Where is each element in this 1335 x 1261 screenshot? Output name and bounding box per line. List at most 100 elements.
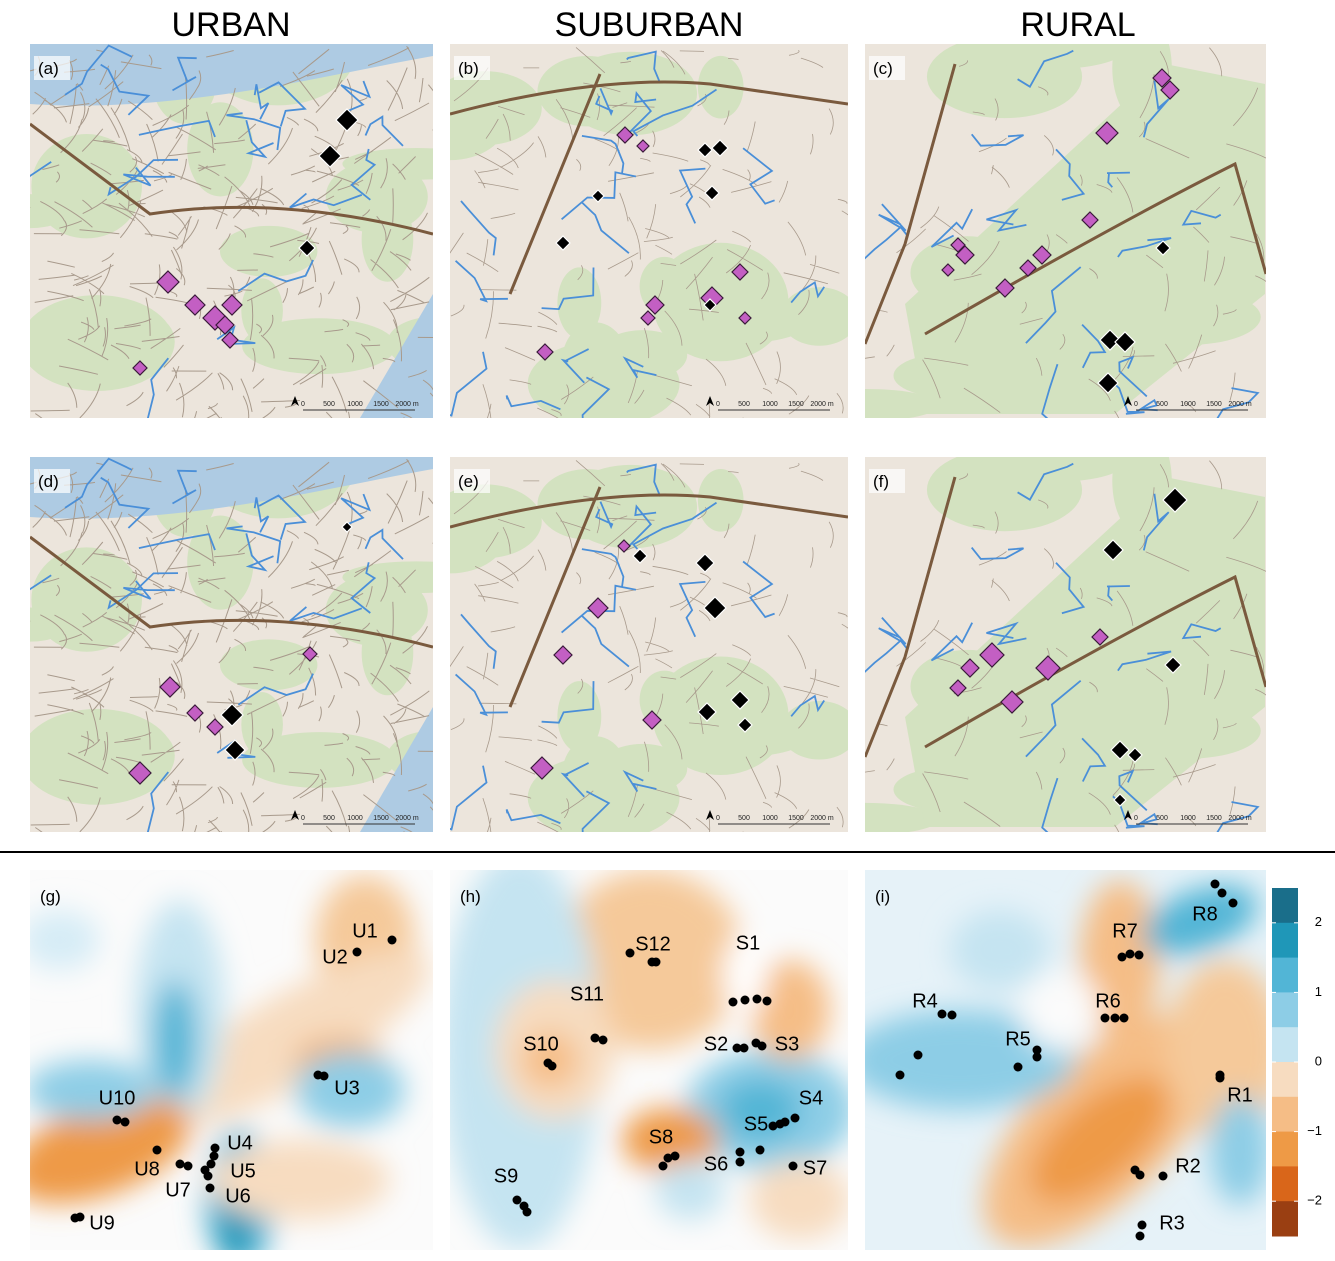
highway [450, 73, 848, 295]
highway [30, 535, 433, 649]
site-marker-magenta [941, 263, 955, 277]
site-marker-magenta [186, 704, 204, 722]
park [187, 515, 254, 610]
scale-label: 2000 m [1228, 815, 1252, 822]
colorbar-band [1272, 1166, 1298, 1202]
site-label: R2 [1175, 1155, 1201, 1177]
site-marker-black [632, 548, 648, 564]
site-label: S5 [744, 1113, 768, 1135]
site-marker-magenta [215, 315, 235, 335]
map-panel: (a) 0 500 1000 1500 2000 m [30, 44, 433, 418]
site-dot [1135, 1170, 1145, 1180]
site-marker-magenta [128, 761, 152, 785]
site-dot [175, 1159, 185, 1169]
panel-label: (i) [875, 887, 890, 906]
site-dot [768, 1121, 778, 1131]
water [360, 707, 433, 832]
site-dot [152, 1145, 162, 1155]
site-marker-magenta [642, 710, 662, 730]
site-label: S3 [775, 1033, 799, 1055]
site-marker-magenta [640, 310, 656, 326]
park [30, 708, 175, 805]
panel-label-bg [454, 469, 490, 493]
scale-label: 1500 [1206, 401, 1222, 408]
site-dot [1100, 1013, 1110, 1023]
scale-label: 1500 [788, 401, 804, 408]
park [980, 44, 1123, 70]
contour-panel: (i) R8 R7 R6 R4 R5 R1 R2 R3 [865, 870, 1266, 1250]
contour-region [750, 1160, 848, 1240]
site-marker-black [224, 739, 246, 761]
site-label: S10 [523, 1033, 559, 1055]
site-dot [1135, 1231, 1145, 1241]
column-header: SUBURBAN [555, 6, 744, 44]
map-panel: (d) 0 500 1000 1500 2000 m [30, 457, 433, 832]
site-marker-magenta [1081, 211, 1099, 229]
scale-label: 2000 m [1228, 401, 1252, 408]
site-marker-black [737, 717, 753, 733]
site-marker-magenta [1032, 245, 1052, 265]
panel-label-bg [869, 469, 905, 493]
site-marker-magenta [206, 718, 224, 736]
site-dot [206, 1159, 216, 1169]
site-marker-magenta [302, 646, 318, 662]
colorbar-band [1272, 1201, 1298, 1237]
site-marker-black [1099, 329, 1121, 351]
colorbar-tick-label: 0 [1315, 1053, 1322, 1068]
site-dot [651, 957, 661, 967]
highway [30, 122, 433, 236]
streams [865, 462, 1260, 832]
site-marker-magenta [955, 245, 975, 265]
scale-label: 2000 m [810, 401, 834, 408]
panel-label: (c) [873, 59, 893, 78]
park [557, 681, 602, 753]
scale-label: 500 [1156, 401, 1168, 408]
panel-label: (e) [458, 472, 479, 491]
colorbar-band [1272, 922, 1298, 959]
park [697, 468, 744, 532]
site-dot [387, 935, 397, 945]
site-marker-magenta [950, 237, 966, 253]
panel-label: (g) [40, 887, 61, 906]
scale-label: 1000 [762, 401, 778, 408]
site-dot [670, 1151, 680, 1161]
site-marker-black [555, 235, 571, 251]
site-marker-black [695, 553, 715, 573]
site-dot [663, 1153, 673, 1163]
scale-label: 0 [1134, 401, 1138, 408]
north-arrow [1124, 810, 1132, 820]
map-panel: (b) 0 500 1000 1500 2000 m [450, 44, 848, 418]
colorbar-band [1272, 1062, 1298, 1098]
park [697, 55, 744, 119]
site-label: S12 [635, 933, 671, 955]
streams [865, 49, 1260, 418]
site-marker-black [697, 702, 717, 722]
north-arrow [706, 396, 714, 406]
scale-label: 0 [716, 401, 720, 408]
site-label: S7 [803, 1157, 827, 1179]
contour-region [30, 1060, 155, 1120]
panel-label-bg [34, 56, 70, 80]
park [561, 736, 628, 816]
site-dot [913, 1050, 923, 1060]
scale-label: 0 [1134, 815, 1138, 822]
scale-label: 500 [738, 401, 750, 408]
contour-field [865, 880, 1266, 1248]
site-dot [1119, 1013, 1129, 1023]
colorbar-band [1272, 1096, 1298, 1133]
site-marker-black [335, 108, 359, 132]
park [780, 700, 848, 760]
scale-label: 1000 [1180, 401, 1196, 408]
panel-label-bg [454, 56, 490, 80]
site-dot [937, 1009, 947, 1019]
site-marker-magenta [156, 270, 180, 294]
site-marker-black [1164, 656, 1182, 674]
colorbar-band [1272, 992, 1298, 1028]
site-marker-magenta [1035, 655, 1061, 681]
park [219, 639, 318, 691]
contour-field [450, 870, 848, 1250]
site-marker-black [703, 596, 727, 620]
scale-label: 1500 [373, 815, 389, 822]
site-marker-black [697, 142, 713, 158]
site-label: S6 [704, 1153, 728, 1175]
